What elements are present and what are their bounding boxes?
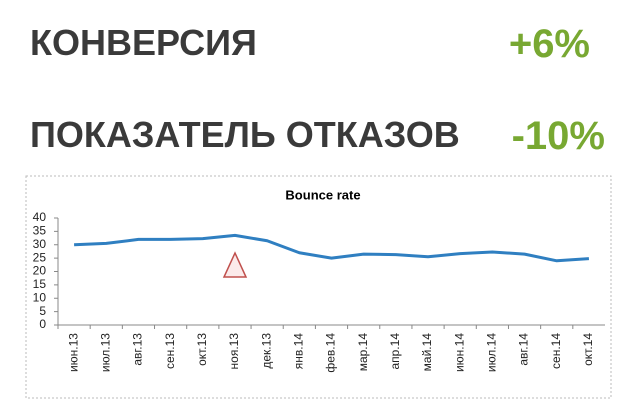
y-tick-label: 0 (39, 317, 46, 331)
chart-frame (25, 175, 612, 399)
x-tick-label: дек.13 (259, 333, 273, 369)
x-tick-label: май.14 (420, 333, 434, 372)
kpi-label: ПОКАЗАТЕЛЬ ОТКАЗОВ (30, 114, 460, 155)
x-tick-label: июл.14 (485, 333, 499, 372)
y-tick-label: 10 (33, 290, 47, 304)
x-tick-label: авг.13 (131, 333, 145, 366)
x-tick-label: сен.13 (163, 333, 177, 369)
x-tick-label: июл.13 (98, 333, 112, 372)
y-tick-label: 40 (33, 210, 47, 224)
y-tick-label: 30 (33, 237, 47, 251)
y-tick-label: 15 (33, 277, 47, 291)
y-tick-label: 35 (33, 224, 47, 238)
x-tick-label: авг.14 (517, 333, 531, 366)
x-tick-label: апр.14 (388, 333, 402, 370)
x-tick-label: мар.14 (356, 333, 370, 372)
x-tick-label: фев.14 (324, 333, 338, 373)
x-tick-label: янв.14 (291, 333, 305, 370)
line-series (74, 233, 590, 263)
x-tick-label: ноя.13 (227, 333, 241, 370)
y-tick-label: 25 (33, 250, 47, 264)
chart-title: Bounce rate (285, 187, 360, 202)
x-tick-label: окт.14 (581, 333, 595, 366)
y-tick-label: 20 (33, 264, 47, 278)
x-tick-label: окт.13 (195, 333, 209, 366)
x-tick-label: июн.14 (452, 333, 466, 372)
x-tick-label: июн.13 (66, 333, 80, 372)
kpi-label: КОНВЕРСИЯ (30, 22, 257, 63)
kpi-value: -10% (512, 114, 605, 158)
kpi-value: +6% (509, 22, 590, 66)
x-tick-label: сен.14 (549, 333, 563, 369)
y-tick-label: 5 (39, 304, 46, 318)
annotation-triangle (222, 251, 248, 278)
